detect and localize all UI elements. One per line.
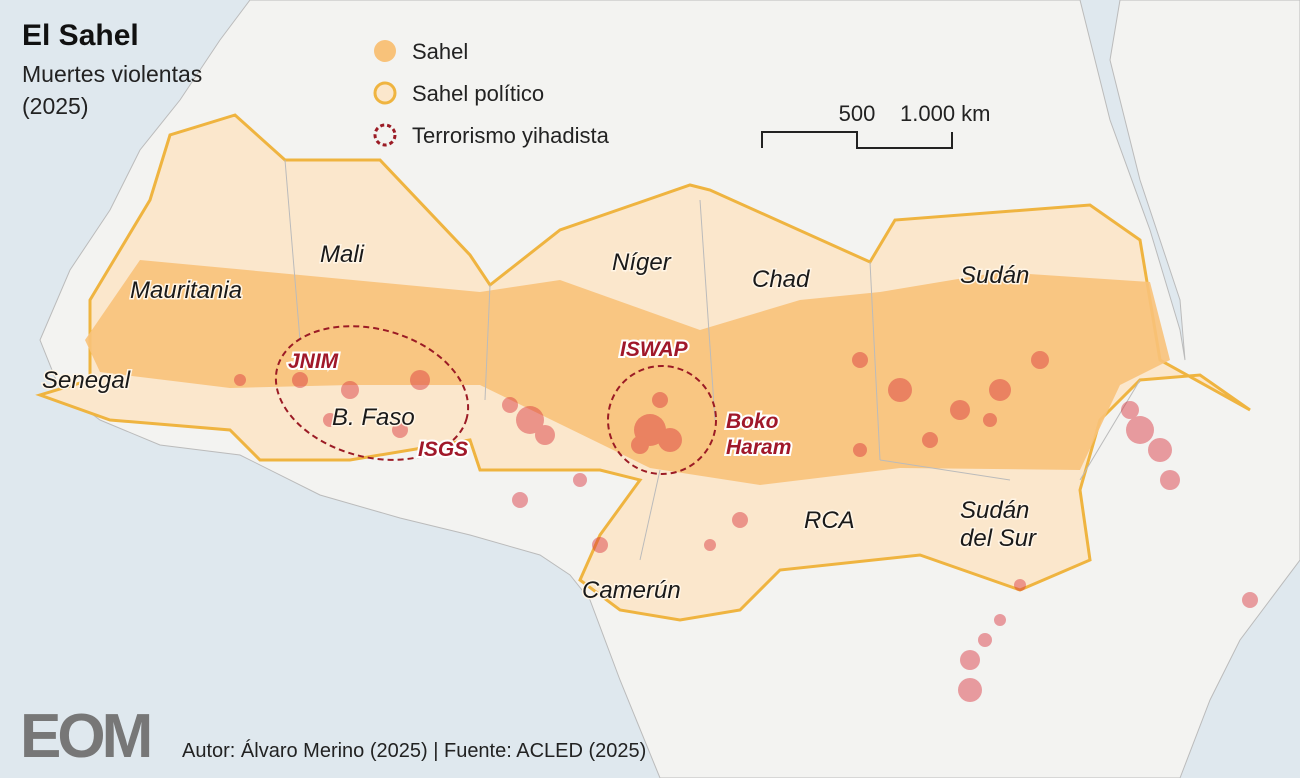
country-label: Chad bbox=[752, 266, 810, 293]
borders bbox=[284, 159, 1141, 561]
legend-sahel bbox=[374, 40, 396, 62]
country-label: Mauritania bbox=[130, 277, 242, 304]
group-label: Boko bbox=[726, 410, 779, 433]
legend-label: Terrorismo yihadista bbox=[412, 123, 610, 148]
title: El Sahel bbox=[22, 19, 139, 52]
group-label: ISGS bbox=[418, 438, 468, 461]
group-label: ISWAP bbox=[620, 338, 689, 361]
country-label: del Sur bbox=[960, 525, 1037, 552]
country-label: Sudán bbox=[960, 262, 1029, 289]
subtitle: Muertes violentas bbox=[22, 61, 202, 87]
country-label: Camerún bbox=[582, 577, 681, 604]
group-label: Haram bbox=[726, 436, 791, 459]
legend-label: Sahel bbox=[412, 39, 468, 64]
scale-label: 500 bbox=[839, 101, 876, 126]
legend-terrorismo bbox=[373, 123, 397, 147]
credits: Autor: Álvaro Merino (2025) | Fuente: AC… bbox=[182, 739, 646, 762]
jihadist-areas bbox=[274, 325, 717, 475]
legend-sahel-politico bbox=[373, 81, 397, 105]
country-label: Mali bbox=[320, 241, 365, 268]
group-label: JNIM bbox=[288, 350, 339, 373]
subtitle: (2025) bbox=[22, 93, 88, 119]
violence-dots bbox=[234, 351, 1258, 702]
country-label: B. Faso bbox=[332, 404, 415, 431]
country-label: Senegal bbox=[42, 367, 131, 394]
scale-label: 1.000 km bbox=[900, 101, 991, 126]
logo: EOM bbox=[20, 702, 150, 771]
country-label: Sudán bbox=[960, 497, 1029, 524]
scale-bar bbox=[761, 131, 953, 149]
legend-label: Sahel político bbox=[412, 81, 544, 106]
country-label: RCA bbox=[804, 507, 855, 534]
country-label: Níger bbox=[612, 249, 672, 276]
sahel bbox=[85, 260, 1170, 485]
